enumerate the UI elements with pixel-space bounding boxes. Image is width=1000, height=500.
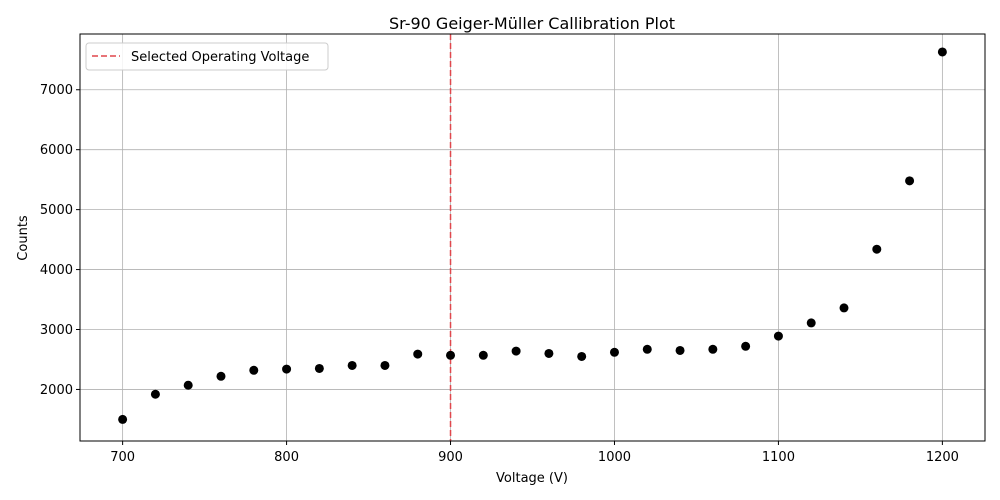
data-point [314, 363, 324, 373]
x-tick-label: 700 [110, 450, 135, 465]
data-point [937, 47, 947, 57]
data-point [511, 346, 521, 356]
data-point [577, 351, 587, 361]
grid-layer [80, 34, 985, 441]
data-point [642, 344, 652, 354]
legend-box [85, 42, 329, 71]
data-point [150, 389, 160, 399]
data-point [773, 331, 783, 341]
y-tick-label: 5000 [40, 203, 73, 218]
data-point [216, 371, 226, 381]
data-point [249, 365, 259, 375]
data-point [675, 345, 685, 355]
y-tick-label: 3000 [40, 323, 73, 338]
x-tick-label: 1100 [762, 450, 795, 465]
data-point [183, 380, 193, 390]
y-axis-ticks: 2000 3000 4000 5000 6000 7000 [40, 83, 80, 398]
data-point [118, 414, 128, 424]
x-tick-label: 900 [438, 450, 463, 465]
data-point [806, 318, 816, 328]
plot-area-frame [79, 33, 986, 442]
data-point [609, 347, 619, 357]
x-tick-label: 800 [274, 450, 299, 465]
legend: Selected Operating Voltage [85, 42, 329, 71]
y-tick-label: 2000 [40, 383, 73, 398]
data-point [446, 350, 456, 360]
data-point [905, 176, 915, 186]
y-tick-label: 4000 [40, 263, 73, 278]
data-point [282, 364, 292, 374]
data-point [478, 350, 488, 360]
data-point [544, 348, 554, 358]
data-points-layer [118, 47, 947, 424]
x-axis-ticks: 700 800 900 1000 1100 1200 [110, 441, 959, 465]
data-point [413, 349, 423, 359]
data-point [741, 341, 751, 351]
y-tick-label: 6000 [40, 143, 73, 158]
x-tick-label: 1200 [926, 450, 959, 465]
data-point [839, 303, 849, 313]
data-point [347, 360, 357, 370]
y-axis-label: Counts [16, 215, 31, 261]
data-point [380, 360, 390, 370]
chart-title: Sr-90 Geiger-Müller Callibration Plot [389, 14, 675, 33]
y-tick-label: 7000 [40, 83, 73, 98]
data-point [872, 244, 882, 254]
data-point [708, 344, 718, 354]
x-axis-label: Voltage (V) [496, 471, 568, 486]
legend-label-operating-voltage: Selected Operating Voltage [131, 50, 309, 65]
x-tick-label: 1000 [598, 450, 631, 465]
